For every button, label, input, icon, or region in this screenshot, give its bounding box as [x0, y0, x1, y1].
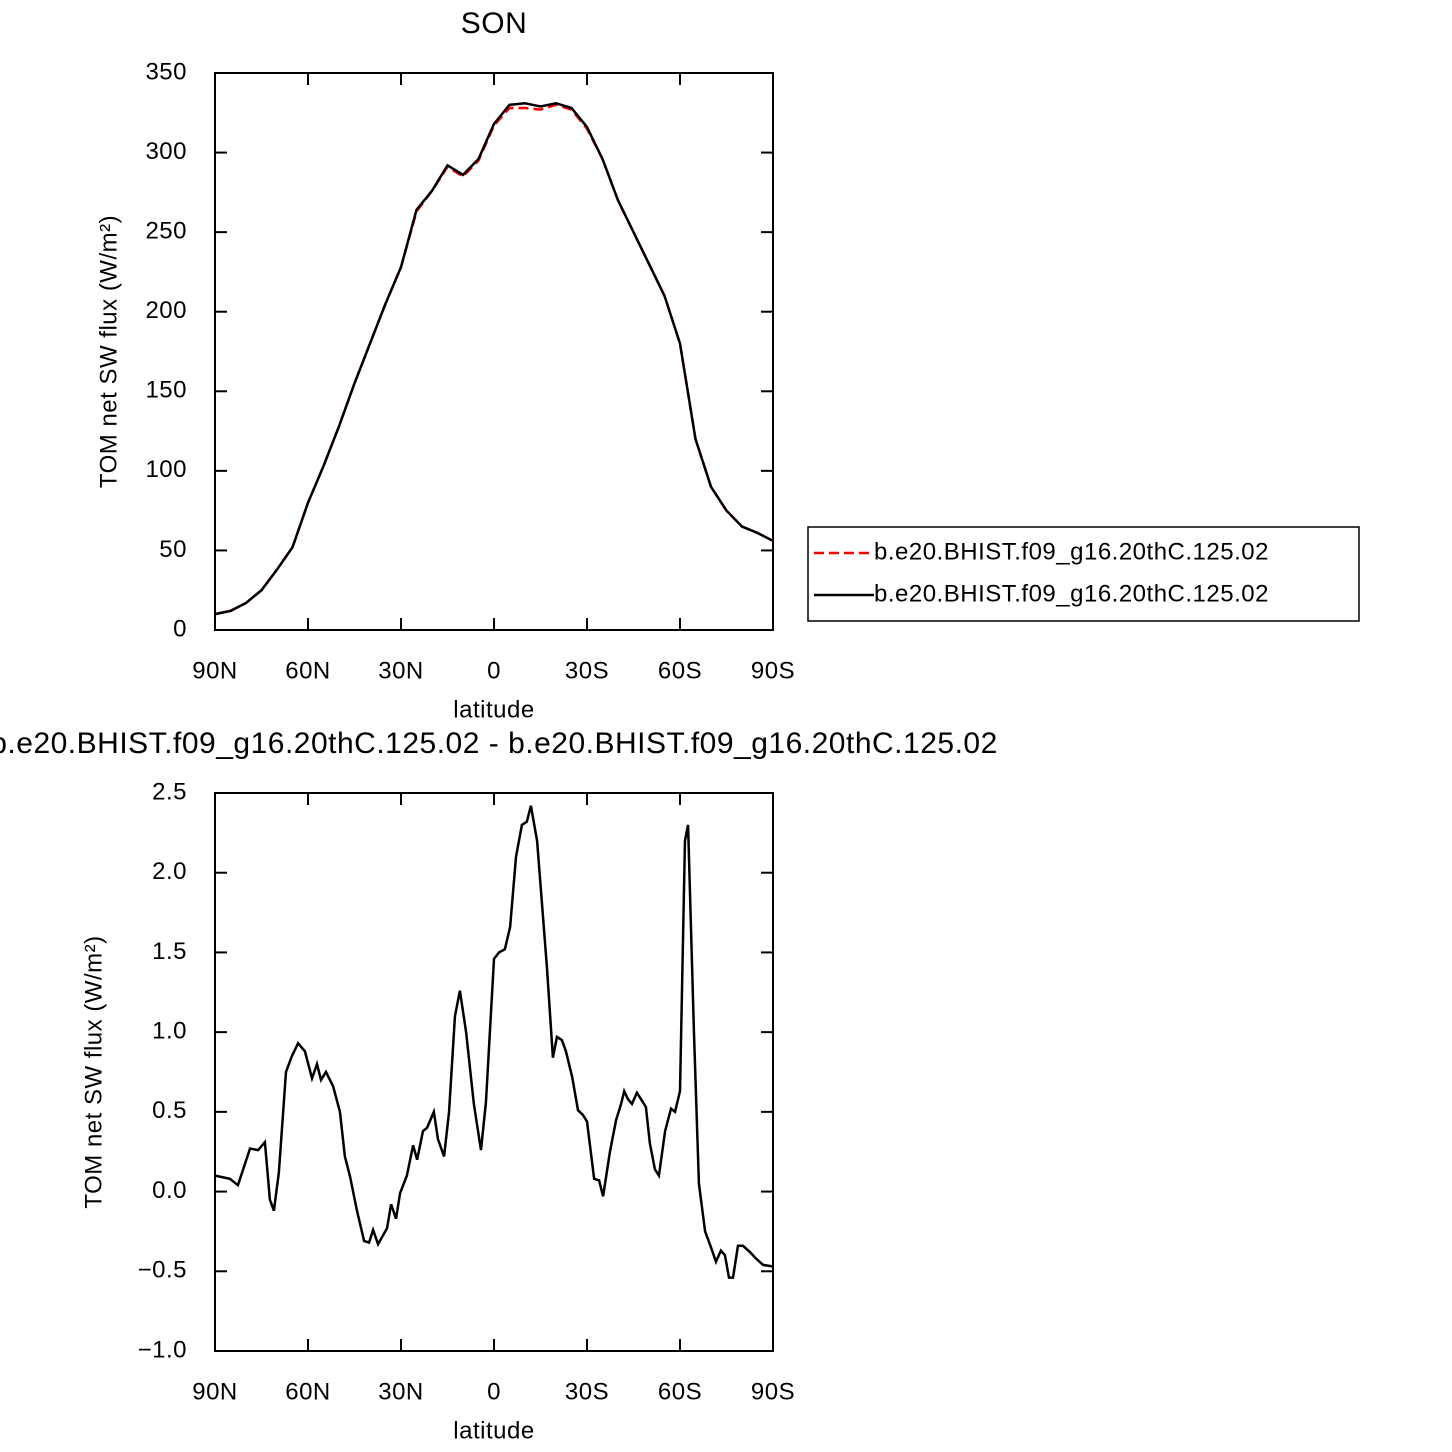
- y-tick-label: −0.5: [138, 1257, 187, 1284]
- x-tick-label: 0: [487, 1378, 501, 1405]
- y-tick-label: 1.0: [152, 1017, 187, 1044]
- data-line: [214, 103, 774, 616]
- y-tick-label: 250: [145, 217, 187, 244]
- y-axis-label: TOM net SW flux (W/m²): [80, 935, 107, 1208]
- x-tick-label: 90N: [192, 1378, 238, 1405]
- legend-label: b.e20.BHIST.f09_g16.20thC.125.02: [874, 538, 1269, 565]
- plot-frame: [214, 792, 774, 1352]
- y-tick-label: 150: [145, 377, 187, 404]
- legend-box: [807, 526, 1360, 622]
- y-tick-label: 2.0: [152, 858, 187, 885]
- y-tick-label: 350: [145, 58, 187, 85]
- legend-label: b.e20.BHIST.f09_g16.20thC.125.02: [874, 580, 1269, 607]
- x-axis-label: latitude: [453, 1417, 534, 1444]
- y-tick-label: 0.5: [152, 1097, 187, 1124]
- x-tick-label: 30S: [565, 1378, 609, 1405]
- x-tick-label: 90S: [751, 1378, 795, 1405]
- plot-frame: [214, 72, 774, 631]
- x-tick-label: 90S: [751, 657, 795, 684]
- y-tick-label: 1.5: [152, 938, 187, 965]
- x-tick-label: 60S: [658, 657, 702, 684]
- y-tick-label: 0: [173, 615, 187, 642]
- chart-title: SON: [461, 7, 528, 40]
- x-tick-label: 30S: [565, 657, 609, 684]
- x-axis-label: latitude: [453, 696, 534, 723]
- y-tick-label: 50: [159, 536, 187, 563]
- x-tick-label: 0: [487, 657, 501, 684]
- data-line: [214, 805, 774, 1279]
- x-tick-label: 30N: [378, 657, 424, 684]
- y-tick-label: 100: [145, 456, 187, 483]
- x-tick-label: 60S: [658, 1378, 702, 1405]
- x-tick-label: 90N: [192, 657, 238, 684]
- y-tick-label: 0.0: [152, 1177, 187, 1204]
- y-tick-label: 300: [145, 138, 187, 165]
- x-tick-label: 30N: [378, 1378, 424, 1405]
- y-tick-label: −1.0: [138, 1336, 187, 1363]
- y-axis-label: TOM net SW flux (W/m²): [95, 215, 122, 488]
- x-tick-label: 60N: [285, 1378, 331, 1405]
- chart-title: b.e20.BHIST.f09_g16.20thC.125.02 - b.e20…: [0, 727, 998, 760]
- x-tick-label: 60N: [285, 657, 331, 684]
- y-tick-label: 2.5: [152, 778, 187, 805]
- data-line: [214, 101, 774, 616]
- y-tick-label: 200: [145, 297, 187, 324]
